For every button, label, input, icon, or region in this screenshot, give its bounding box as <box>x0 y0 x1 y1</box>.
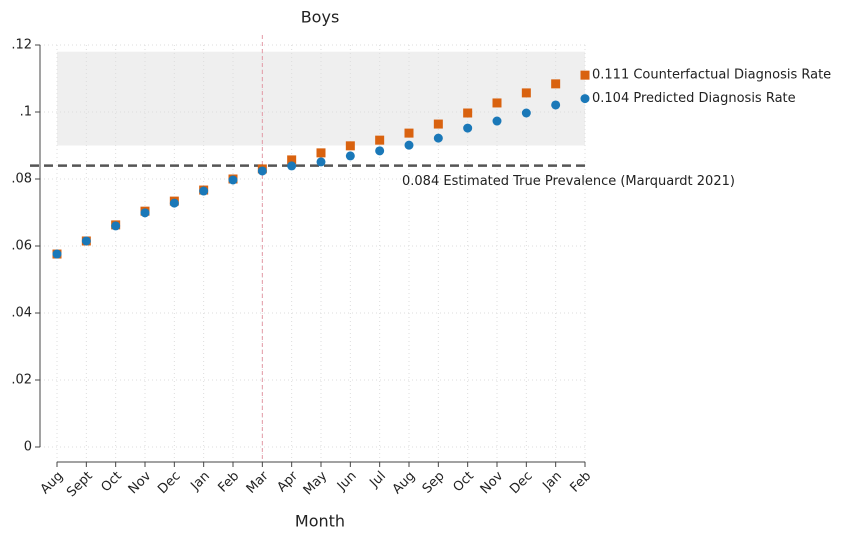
y-tick-label: 0 <box>24 440 32 455</box>
x-tick-label: Dec <box>507 469 535 497</box>
x-tick-label: May <box>301 468 331 498</box>
x-tick-label: Feb <box>567 469 594 496</box>
x-tick-label: Aug <box>38 469 67 498</box>
point <box>463 123 473 133</box>
y-tick-label: .1 <box>20 105 32 120</box>
point <box>521 108 531 118</box>
y-tick-label: .12 <box>11 38 32 53</box>
point <box>257 166 267 176</box>
x-tick-label: Oct <box>450 469 477 496</box>
point <box>140 208 150 218</box>
x-tick-label: Mar <box>244 468 272 496</box>
y-tick-label: .04 <box>11 306 32 321</box>
point <box>375 135 385 145</box>
point <box>404 140 414 150</box>
x-tick-label: Sept <box>64 469 96 501</box>
point <box>492 116 502 126</box>
point <box>404 128 414 138</box>
point <box>169 198 179 208</box>
x-tick-label: Jul <box>367 469 389 491</box>
x-tick-label: Sep <box>420 469 448 497</box>
x-tick-label: Nov <box>478 468 507 497</box>
point <box>111 221 121 231</box>
chart-title: Boys <box>301 8 340 27</box>
point <box>316 148 326 158</box>
point <box>463 108 473 118</box>
point <box>345 141 355 151</box>
x-tick-label: Nov <box>126 468 155 497</box>
series-label: 0.104 Predicted Diagnosis Rate <box>592 91 796 106</box>
x-tick-label: Jan <box>187 469 212 494</box>
x-tick-label: Dec <box>155 469 183 497</box>
series-label: 0.111 Counterfactual Diagnosis Rate <box>592 68 831 83</box>
point <box>81 236 91 246</box>
x-tick-label: Aug <box>390 469 419 498</box>
point <box>287 161 297 171</box>
point <box>551 79 561 89</box>
point <box>580 94 590 104</box>
point <box>433 133 443 143</box>
x-tick-label: Jun <box>334 469 360 495</box>
point <box>199 186 209 196</box>
x-tick-label: Feb <box>215 469 242 496</box>
point <box>228 175 238 185</box>
x-tick-label: Jan <box>539 469 564 494</box>
reference-label: 0.084 Estimated True Prevalence (Marquar… <box>402 174 735 189</box>
y-tick-label: .06 <box>11 239 32 254</box>
x-tick-label: Apr <box>274 468 301 495</box>
point <box>433 119 443 129</box>
y-tick-label: .08 <box>11 172 32 187</box>
point <box>316 157 326 167</box>
point <box>375 146 385 156</box>
y-tick-label: .02 <box>11 373 32 388</box>
point <box>345 151 355 161</box>
point <box>551 100 561 110</box>
point <box>521 88 531 98</box>
x-tick-label: Oct <box>98 469 125 496</box>
x-axis-label: Month <box>295 512 345 531</box>
point <box>52 249 62 259</box>
point <box>580 70 590 80</box>
point <box>287 155 297 165</box>
point <box>492 98 502 108</box>
